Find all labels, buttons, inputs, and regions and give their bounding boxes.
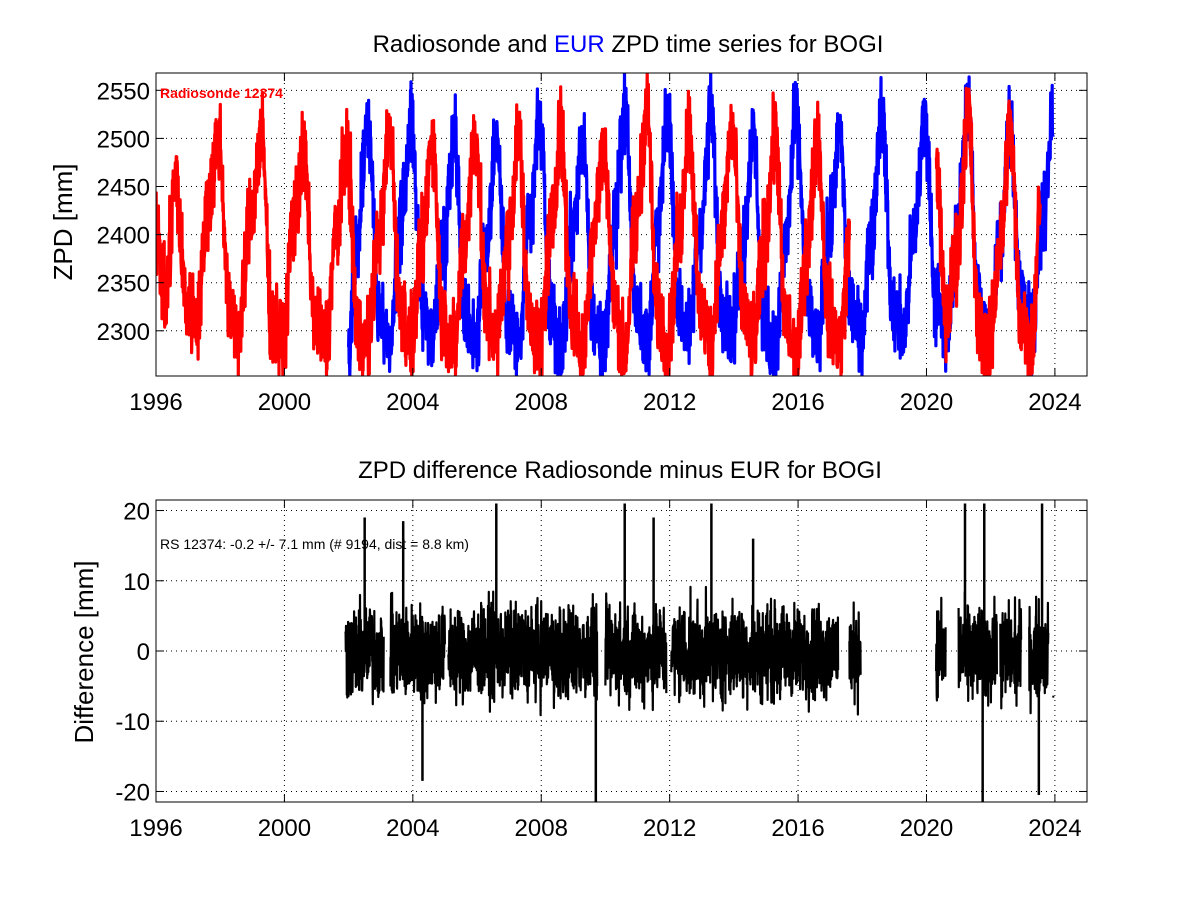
top-panel-title: Radiosonde and EUR ZPD time series for B… — [373, 31, 884, 58]
x-tick-label: 2008 — [515, 389, 568, 416]
y-tick-label: 0 — [137, 639, 150, 666]
top-panel-x-tick-labels: 1996 2000 2004 2008 2012 2016 2020 2024 — [129, 389, 1081, 416]
y-tick-label: -10 — [115, 709, 150, 736]
x-tick-label: 1996 — [129, 389, 182, 416]
y-tick-label: 20 — [123, 499, 150, 526]
top-panel-y-tick-labels: 2300 2350 2400 2450 2500 2550 — [97, 78, 150, 345]
x-tick-label: 2020 — [900, 389, 953, 416]
bottom-panel-plot-area — [344, 503, 1055, 802]
top-panel-plot-area — [156, 73, 1055, 376]
zpd-difference-panel: ZPD difference Radiosonde minus EUR for … — [69, 457, 1088, 842]
bottom-panel-y-tick-labels: -20 -10 0 10 20 — [115, 499, 150, 807]
x-tick-label: 2012 — [643, 815, 696, 842]
x-tick-label: 2004 — [386, 815, 439, 842]
zpd-time-series-panel: Radiosonde and EUR ZPD time series for B… — [48, 31, 1088, 416]
x-tick-label: 2024 — [1028, 815, 1081, 842]
bottom-panel-tick-marks — [155, 500, 1087, 802]
y-tick-label: 2350 — [97, 271, 150, 298]
x-tick-label: 2000 — [258, 815, 311, 842]
y-tick-label: -20 — [115, 779, 150, 806]
x-tick-label: 2000 — [258, 389, 311, 416]
difference-outlier-point — [1052, 695, 1055, 698]
top-panel-axes-frame — [155, 72, 1088, 377]
difference-statistics-annotation: RS 12374: -0.2 +/- 7.1 mm (# 9194, dist … — [160, 536, 469, 552]
radiosonde-series-line — [156, 73, 1042, 376]
radiosonde-series-annotation: Radiosonde 12374 — [160, 85, 283, 101]
y-tick-label: 10 — [123, 569, 150, 596]
x-tick-label: 2012 — [643, 389, 696, 416]
eur-series-line — [347, 73, 1055, 376]
y-tick-label: 2550 — [97, 78, 150, 105]
y-tick-label: 2400 — [97, 223, 150, 250]
x-tick-label: 2024 — [1028, 389, 1081, 416]
y-tick-label: 2500 — [97, 126, 150, 153]
x-tick-label: 2004 — [386, 389, 439, 416]
x-tick-label: 2008 — [515, 815, 568, 842]
y-tick-label: 2450 — [97, 175, 150, 202]
x-tick-label: 2016 — [771, 389, 824, 416]
bottom-panel-y-axis-label: Difference [mm] — [69, 560, 99, 743]
y-tick-label: 2300 — [97, 319, 150, 346]
difference-series-line — [344, 585, 1050, 717]
x-tick-label: 1996 — [129, 815, 182, 842]
bottom-panel-x-tick-labels: 1996 2000 2004 2008 2012 2016 2020 2024 — [129, 815, 1081, 842]
x-tick-label: 2020 — [900, 815, 953, 842]
top-panel-y-axis-label: ZPD [mm] — [48, 164, 78, 281]
bottom-panel-title: ZPD difference Radiosonde minus EUR for … — [358, 457, 882, 484]
top-panel-tick-marks — [155, 73, 1087, 376]
x-tick-label: 2016 — [771, 815, 824, 842]
